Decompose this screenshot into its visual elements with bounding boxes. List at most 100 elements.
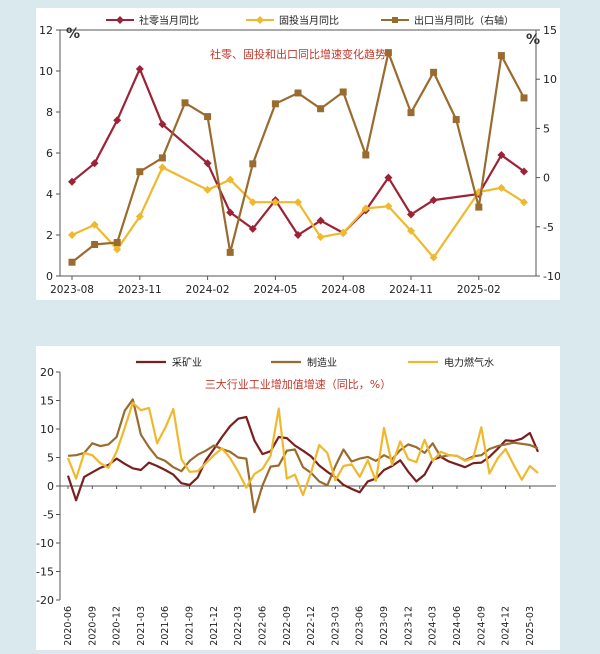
legend-label: 制造业 (307, 356, 337, 369)
bottom-chart-legend: 采矿业 制造业 电力燃气水 (136, 356, 494, 369)
data-point (294, 89, 302, 97)
series-line-3 (66, 401, 539, 497)
left-axis-unit: % (66, 26, 80, 42)
x-tick-label: 2024-09 (476, 606, 487, 646)
x-tick-label: 2024-02 (186, 284, 230, 296)
x-tick-label: 2023-12 (403, 606, 414, 646)
x-tick-label: 2025-02 (457, 284, 501, 296)
right-tick-label: 5 (543, 122, 550, 135)
data-point (226, 208, 235, 217)
left-tick-label: 6 (46, 147, 53, 160)
y-tick-label: 5 (47, 452, 54, 465)
legend-label: 出口当月同比（右轴） (414, 14, 514, 27)
x-tick-label: 2024-06 (452, 606, 463, 646)
series-line-2 (71, 165, 525, 260)
data-point (248, 224, 257, 233)
top-chart-series (68, 48, 528, 266)
x-tick-label: 2021-03 (136, 606, 147, 646)
x-tick-label: 2023-11 (118, 284, 162, 296)
bottom-chart-series (66, 398, 540, 514)
x-tick-label: 2021-06 (160, 606, 171, 646)
left-tick-label: 2 (46, 229, 53, 242)
data-point (316, 233, 325, 242)
data-point (497, 183, 506, 192)
data-point (384, 173, 393, 182)
top-chart-title: 社零、固投和出口同比增速变化趋势 (210, 47, 386, 61)
left-tick-label: 8 (46, 106, 53, 119)
bottom-chart-svg: -20 -15 -10 -5 0 5 10 15 20 2020-06 2020-09 2020-12… (36, 356, 556, 646)
data-point (181, 99, 189, 107)
y-tick-label: -5 (43, 509, 54, 522)
bottom-chart-title: 三大行业工业增加值增速（同比，%） (205, 377, 391, 391)
data-point (68, 231, 76, 239)
y-tick-label: -20 (36, 594, 54, 607)
x-tick-label: 2022-12 (306, 606, 317, 646)
data-point (317, 105, 325, 113)
data-point (316, 216, 325, 225)
y-tick-label: 15 (40, 395, 54, 408)
right-axis-unit: % (526, 32, 540, 48)
left-tick-label: 4 (46, 188, 53, 201)
x-tick-label: 2022-06 (257, 606, 268, 646)
data-point (113, 245, 122, 254)
data-point (113, 116, 122, 125)
x-tick-label: 2024-12 (501, 606, 512, 646)
data-point (407, 210, 415, 219)
data-point (91, 241, 99, 249)
data-point (384, 49, 392, 57)
data-point (294, 231, 302, 239)
legend-label: 社零当月同比 (139, 14, 199, 27)
data-point (271, 198, 280, 207)
data-point (248, 198, 257, 207)
x-tick-label: 2020-12 (112, 606, 123, 646)
data-point (407, 226, 415, 235)
legend-marker (256, 16, 264, 24)
legend-label: 电力燃气水 (444, 356, 494, 369)
data-point (203, 185, 212, 194)
x-tick-label: 2021-12 (209, 606, 220, 646)
data-point (158, 154, 166, 162)
series-line-3 (71, 48, 525, 264)
x-tick-label: 2023-09 (379, 606, 390, 646)
data-point (158, 120, 167, 129)
left-tick-label: 0 (46, 270, 53, 283)
left-tick-label: 12 (39, 24, 53, 37)
data-point (90, 159, 99, 168)
data-point (203, 159, 212, 168)
x-tick-label: 2020-06 (63, 606, 74, 646)
data-point (249, 160, 257, 168)
data-point (204, 113, 212, 121)
y-tick-label: 20 (40, 366, 54, 379)
chart-panel-top: 0 2 4 6 8 10 12 -10 -5 0 5 10 15 2023-08 2023-11 2024-0… (36, 8, 560, 300)
x-tick-label: 2024-03 (428, 606, 439, 646)
legend-label: 采矿业 (172, 356, 202, 369)
top-chart-frame: 0 2 4 6 8 10 12 -10 -5 0 5 10 15 2023-08 2023-11 2024-0… (39, 24, 560, 296)
data-point (226, 248, 234, 256)
data-point (497, 151, 506, 160)
top-chart-svg: 0 2 4 6 8 10 12 -10 -5 0 5 10 15 2023-08 2023-11 2024-0… (39, 14, 560, 296)
x-tick-label: 2025-03 (525, 606, 536, 646)
data-point (136, 168, 144, 176)
x-tick-label: 2020-09 (87, 606, 98, 646)
legend-marker (116, 16, 124, 24)
data-point (135, 212, 144, 221)
x-tick-label: 2024-08 (321, 284, 365, 296)
data-point (361, 204, 370, 213)
data-point (90, 220, 99, 229)
right-tick-label: 15 (543, 24, 557, 37)
data-point (294, 198, 302, 207)
right-tick-label: 0 (543, 172, 550, 185)
y-tick-label: -15 (36, 566, 54, 579)
data-point (520, 198, 528, 207)
data-point (520, 167, 528, 176)
y-tick-label: -10 (36, 537, 54, 550)
data-point (384, 202, 393, 211)
data-point (135, 64, 144, 73)
x-tick-label: 2022-09 (282, 606, 293, 646)
data-point (339, 88, 347, 96)
data-point (452, 116, 460, 124)
data-point (430, 68, 438, 76)
x-tick-label: 2023-03 (330, 606, 341, 646)
x-tick-label: 2023-06 (355, 606, 366, 646)
series-line-1 (66, 415, 540, 502)
